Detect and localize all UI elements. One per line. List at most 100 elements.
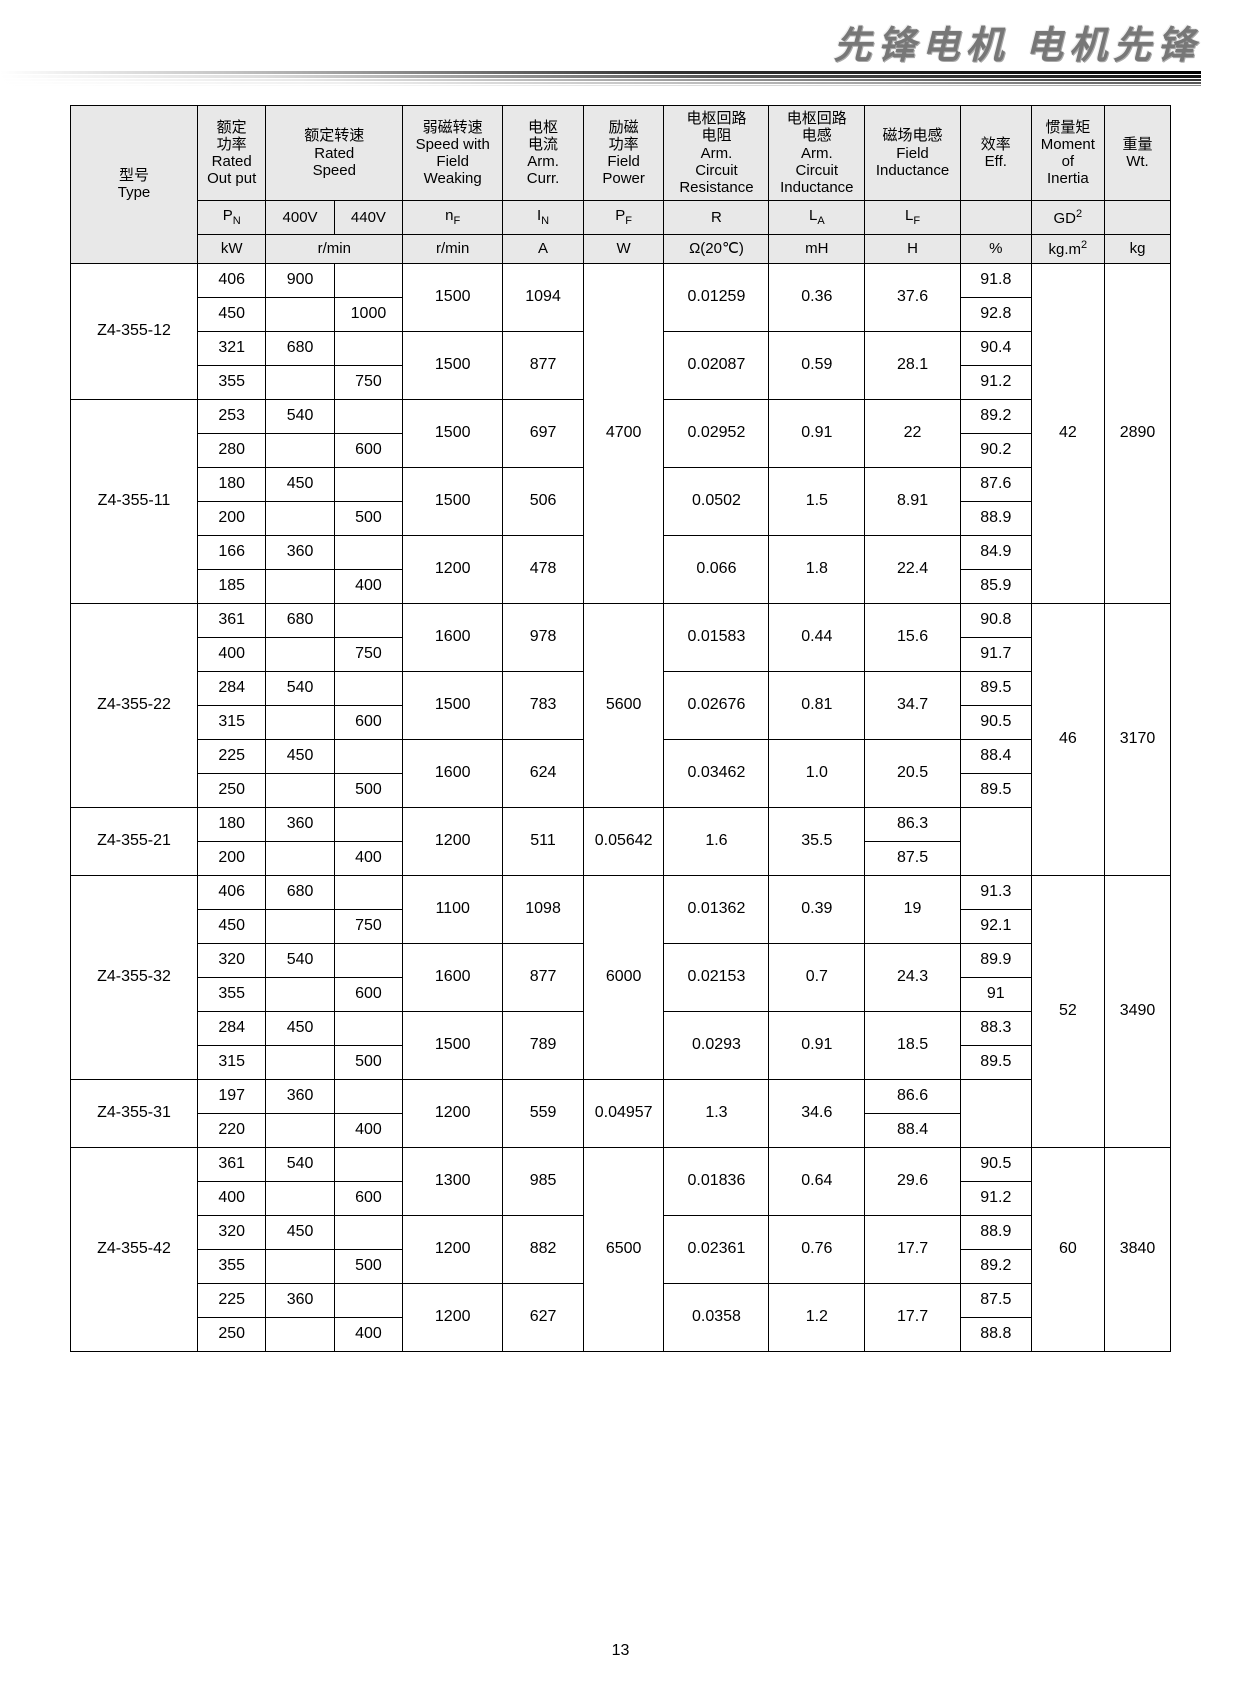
hdr-400v: 400V xyxy=(266,201,334,235)
cell-in: 985 xyxy=(503,1147,584,1215)
cell-400v xyxy=(266,365,334,399)
cell-lf: 22.4 xyxy=(865,535,961,603)
cell-400v: 450 xyxy=(266,1011,334,1045)
cell-pn: 406 xyxy=(198,875,266,909)
cell-la: 0.39 xyxy=(769,875,865,943)
cell-nf: 1500 xyxy=(403,331,503,399)
cell-type: Z4-355-22 xyxy=(71,603,198,807)
cell-eff: 85.9 xyxy=(960,569,1031,603)
cell-pn: 225 xyxy=(198,1283,266,1317)
cell-eff: 90.5 xyxy=(960,705,1031,739)
u-gd: kg.m2 xyxy=(1031,235,1104,263)
cell-440v xyxy=(334,399,402,433)
cell-400v: 360 xyxy=(266,1283,334,1317)
cell-nf: 1200 xyxy=(403,1283,503,1351)
cell-eff: 92.8 xyxy=(960,297,1031,331)
cell-r: 0.01583 xyxy=(664,603,769,671)
table-row: Z4-355-42361540130098565000.018360.6429.… xyxy=(71,1147,1171,1181)
cell-400v xyxy=(266,1249,334,1283)
cell-400v xyxy=(266,773,334,807)
table-body: Z4-355-124069001500109447000.012590.3637… xyxy=(71,263,1171,1351)
cell-pn: 450 xyxy=(198,297,266,331)
cell-440v xyxy=(334,1215,402,1249)
cell-440v xyxy=(334,1079,402,1113)
cell-400v xyxy=(266,1317,334,1351)
cell-type: Z4-355-11 xyxy=(71,399,198,603)
cell-eff: 87.5 xyxy=(865,841,961,875)
cell-400v: 540 xyxy=(266,943,334,977)
cell-pn: 361 xyxy=(198,1147,266,1181)
cell-in: 478 xyxy=(503,535,584,603)
hdr-nf-sym: nF xyxy=(403,201,503,235)
cell-nf: 1600 xyxy=(403,943,503,1011)
table-row: Z4-355-3119736012005590.049571.334.686.6 xyxy=(71,1079,1171,1113)
hdr-lf-sym: LF xyxy=(865,201,961,235)
cell-pn: 450 xyxy=(198,909,266,943)
cell-lf: 17.7 xyxy=(865,1283,961,1351)
cell-400v xyxy=(266,1045,334,1079)
cell-nf: 1600 xyxy=(403,603,503,671)
hdr-la: 电枢回路电感Arm.CircuitInductance xyxy=(769,106,865,201)
cell-pn: 400 xyxy=(198,637,266,671)
cell-in: 506 xyxy=(503,467,584,535)
cell-la: 1.3 xyxy=(664,1079,769,1147)
u-lf: H xyxy=(865,235,961,263)
cell-pn: 315 xyxy=(198,705,266,739)
cell-eff: 90.2 xyxy=(960,433,1031,467)
cell-r: 0.02087 xyxy=(664,331,769,399)
cell-pn: 225 xyxy=(198,739,266,773)
cell-r: 0.01259 xyxy=(664,263,769,331)
cell-eff: 91.2 xyxy=(960,1181,1031,1215)
cell-400v: 450 xyxy=(266,1215,334,1249)
cell-pf: 5600 xyxy=(583,603,664,807)
cell-pn: 284 xyxy=(198,671,266,705)
table-header: 型号Type 额定功率RatedOut put 额定转速RatedSpeed 弱… xyxy=(71,106,1171,264)
cell-wt: 2890 xyxy=(1104,263,1170,603)
cell-type: Z4-355-12 xyxy=(71,263,198,399)
cell-eff: 87.5 xyxy=(960,1283,1031,1317)
cell-in: 511 xyxy=(503,807,584,875)
cell-eff: 88.9 xyxy=(960,501,1031,535)
cell-400v: 360 xyxy=(266,1079,334,1113)
cell-in: 978 xyxy=(503,603,584,671)
hdr-gd: 惯量矩MomentofInertia xyxy=(1031,106,1104,201)
cell-pn: 320 xyxy=(198,943,266,977)
table-row: Z4-355-22361680160097856000.015830.4415.… xyxy=(71,603,1171,637)
hdr-gd-sym: GD2 xyxy=(1031,201,1104,235)
hdr-pn-sym: PN xyxy=(198,201,266,235)
u-pn: kW xyxy=(198,235,266,263)
cell-pn: 200 xyxy=(198,841,266,875)
cell-400v xyxy=(266,297,334,331)
cell-eff: 88.4 xyxy=(865,1113,961,1147)
cell-400v xyxy=(266,433,334,467)
hdr-eff: 效率Eff. xyxy=(960,106,1031,201)
hdr-440v: 440V xyxy=(334,201,402,235)
cell-440v: 500 xyxy=(334,1045,402,1079)
hdr-wt: 重量Wt. xyxy=(1104,106,1170,201)
cell-nf: 1500 xyxy=(403,467,503,535)
page-header: 先锋电机 电机先锋 xyxy=(0,0,1241,86)
cell-pn: 361 xyxy=(198,603,266,637)
cell-nf: 1200 xyxy=(403,535,503,603)
cell-type: Z4-355-21 xyxy=(71,807,198,875)
cell-440v xyxy=(334,1011,402,1045)
cell-440v: 500 xyxy=(334,501,402,535)
cell-lf: 34.7 xyxy=(865,671,961,739)
cell-pn: 355 xyxy=(198,1249,266,1283)
cell-gd: 42 xyxy=(1031,263,1104,603)
cell-r: 0.0358 xyxy=(664,1283,769,1351)
cell-400v: 450 xyxy=(266,739,334,773)
cell-pn: 166 xyxy=(198,535,266,569)
cell-440v: 600 xyxy=(334,433,402,467)
cell-la: 0.64 xyxy=(769,1147,865,1215)
cell-440v xyxy=(334,739,402,773)
cell-la: 0.59 xyxy=(769,331,865,399)
cell-440v xyxy=(334,535,402,569)
cell-eff: 89.5 xyxy=(960,671,1031,705)
u-in: A xyxy=(503,235,584,263)
cell-pn: 284 xyxy=(198,1011,266,1045)
cell-in: 559 xyxy=(503,1079,584,1147)
cell-pn: 220 xyxy=(198,1113,266,1147)
cell-in: 624 xyxy=(503,739,584,807)
header-slogan: 先锋电机 电机先锋 xyxy=(833,25,1201,67)
